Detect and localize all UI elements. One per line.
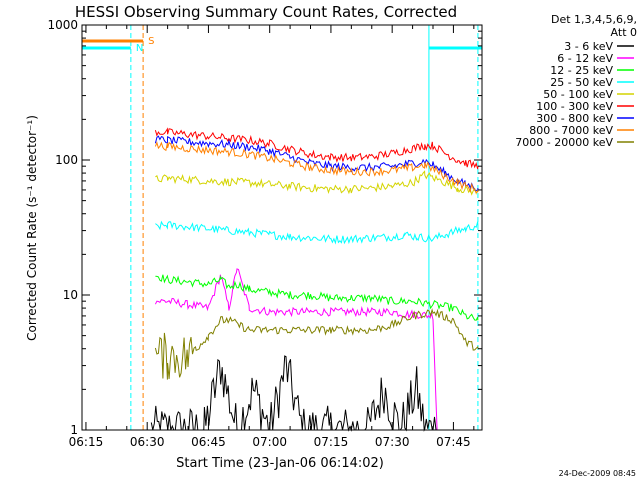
- series-5-line: [155, 170, 479, 196]
- plot-area: NS: [82, 25, 482, 432]
- series-6-line: [154, 127, 479, 170]
- marker-label-n: N: [136, 43, 143, 54]
- x-tick-label: 07:30: [375, 435, 410, 449]
- series-2-line: [154, 268, 438, 431]
- x-tick-label: 06:15: [69, 435, 104, 449]
- marker-label-s: S: [148, 36, 154, 47]
- x-tick-label: 07:15: [314, 435, 349, 449]
- footer-date: 24-Dec-2009 08:45: [559, 469, 636, 478]
- series-7-line: [154, 135, 479, 192]
- axes: 1 10 100 1000 06:15 06:30 06:45 07:00 07:15 07:30…: [47, 18, 482, 449]
- plot-frame: [81, 24, 483, 431]
- legend-label-2: 6 - 12 keV: [557, 52, 613, 65]
- legend-title-line2: Att 0: [611, 26, 637, 39]
- y-tick-label: 10: [63, 288, 78, 302]
- series-3-line: [155, 274, 479, 321]
- legend-label-9: 7000 - 20000 keV: [515, 136, 613, 149]
- legend-label-5: 50 - 100 keV: [543, 88, 613, 101]
- legend-title-line1: Det 1,3,4,5,6,9,: [551, 13, 637, 26]
- x-tick-label: 07:45: [436, 435, 471, 449]
- x-tick-label: 06:45: [191, 435, 226, 449]
- y-tick-label: 100: [55, 153, 78, 167]
- series-1-line: [150, 355, 438, 432]
- legend-label-7: 300 - 800 keV: [536, 112, 613, 125]
- legend-label-1: 3 - 6 keV: [564, 40, 613, 53]
- series-8-line: [154, 141, 479, 194]
- x-axis-label: Start Time (23-Jan-06 06:14:02): [176, 456, 384, 471]
- legend-label-3: 12 - 25 keV: [550, 64, 613, 77]
- x-tick-label: 07:00: [252, 435, 287, 449]
- chart-title: HESSI Observing Summary Count Rates, Cor…: [75, 3, 457, 21]
- x-tick-label: 06:30: [130, 435, 165, 449]
- legend-label-8: 800 - 7000 keV: [529, 124, 613, 137]
- legend-label-6: 100 - 300 keV: [536, 100, 613, 113]
- y-tick-label: 1: [70, 423, 78, 437]
- series-9-line: [154, 307, 479, 380]
- y-tick-label: 1000: [47, 18, 78, 32]
- series-4-line: [155, 220, 479, 245]
- y-axis-label: Corrected Count Rate (s⁻¹ detector⁻¹): [25, 115, 39, 341]
- legend-label-4: 25 - 50 keV: [550, 76, 613, 89]
